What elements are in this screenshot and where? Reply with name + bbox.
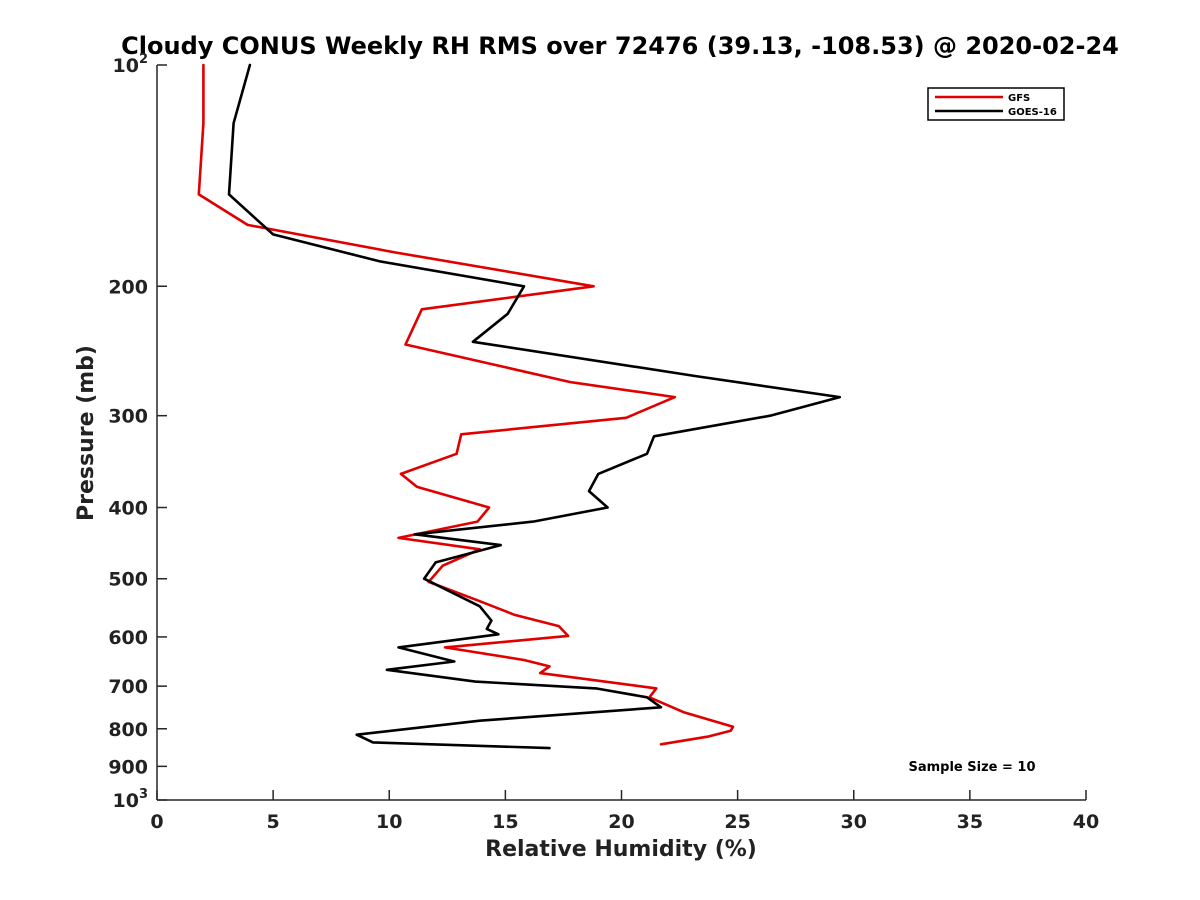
y-tick-label: 500 bbox=[108, 569, 148, 591]
x-tick-label: 5 bbox=[267, 811, 280, 833]
legend-label-goes16: GOES-16 bbox=[1008, 107, 1057, 118]
x-axis-ticks: 0 5 10 15 20 25 30 35 40 bbox=[150, 790, 1099, 833]
x-tick-label: 0 bbox=[150, 811, 163, 833]
x-tick-label: 40 bbox=[1073, 811, 1099, 833]
series-line-goes16 bbox=[227, 63, 842, 750]
x-tick-label: 25 bbox=[724, 811, 750, 833]
legend: GFS GOES-16 bbox=[927, 87, 1065, 121]
series-lines bbox=[197, 63, 842, 750]
y-tick-label: 103 bbox=[113, 787, 149, 812]
y-axis-ticks: 102 200 300 400 500 600 700 800 900 103 bbox=[108, 52, 167, 812]
x-tick-label: 35 bbox=[957, 811, 983, 833]
y-tick-label: 400 bbox=[108, 498, 148, 520]
x-axis-label: Relative Humidity (%) bbox=[485, 837, 757, 862]
plot-area: 0 5 10 15 20 25 30 35 40 102 200 300 400 500 600 700 80… bbox=[108, 52, 1099, 833]
y-tick-label: 600 bbox=[108, 627, 148, 649]
y-tick-label: 102 bbox=[113, 52, 149, 77]
x-tick-label: 20 bbox=[608, 811, 634, 833]
y-tick-label: 900 bbox=[108, 756, 148, 778]
chart-title: Cloudy CONUS Weekly RH RMS over 72476 (3… bbox=[121, 32, 1119, 60]
x-tick-label: 10 bbox=[376, 811, 402, 833]
y-tick-label: 200 bbox=[108, 276, 148, 298]
y-axis-label: Pressure (mb) bbox=[74, 345, 99, 521]
y-tick-label: 800 bbox=[108, 719, 148, 741]
legend-box bbox=[927, 87, 1065, 121]
y-tick-label: 300 bbox=[108, 406, 148, 428]
legend-label-gfs: GFS bbox=[1008, 93, 1030, 104]
series-line-gfs bbox=[197, 63, 735, 746]
sample-size-annotation: Sample Size = 10 bbox=[908, 760, 1035, 775]
x-tick-label: 15 bbox=[492, 811, 518, 833]
y-tick-label: 700 bbox=[108, 676, 148, 698]
x-tick-label: 30 bbox=[841, 811, 867, 833]
